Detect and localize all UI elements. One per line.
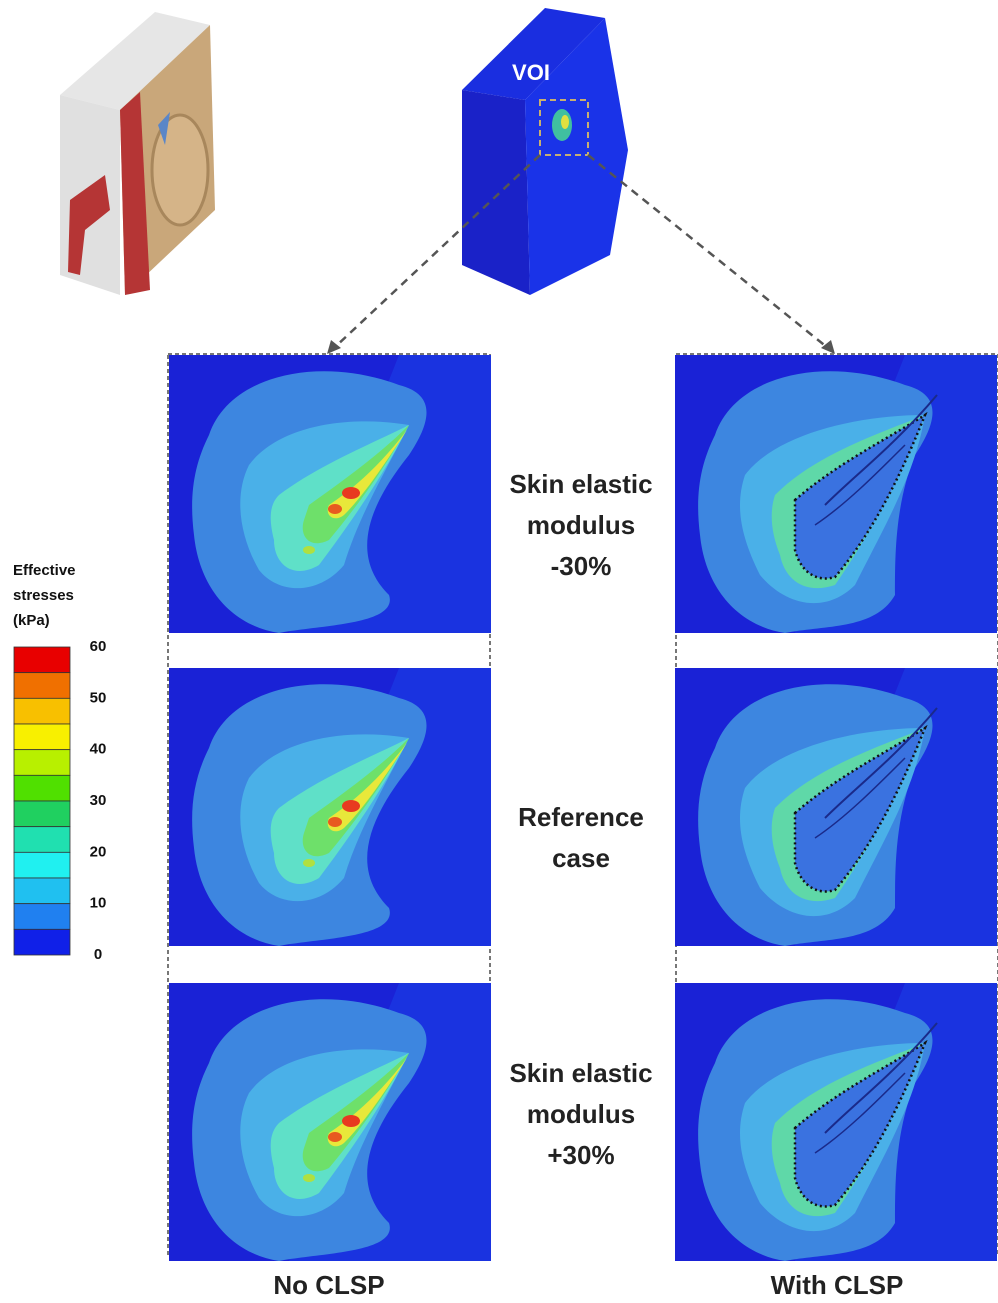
stress-map: [675, 355, 997, 633]
row-label: Skin elastic: [509, 1058, 652, 1088]
stress-map: [675, 668, 997, 946]
stress-map: [169, 355, 491, 633]
colorbar-band: [14, 673, 70, 699]
ear-model: [60, 12, 215, 295]
figure: VOI Skin elastic modulus -30% Reference …: [0, 0, 998, 1303]
colorbar-band: [14, 750, 70, 776]
row-label: -30%: [551, 551, 612, 581]
colorbar: 60 50 40 30 20 10 0: [14, 638, 106, 963]
colorbar-band: [14, 827, 70, 853]
stress-map: [675, 983, 997, 1261]
arrow-head: [821, 340, 835, 354]
legend-tick: 0: [94, 946, 102, 963]
legend-tick: 60: [90, 638, 107, 655]
arrow-head: [327, 340, 341, 354]
row-label: modulus: [527, 510, 635, 540]
colorbar-band: [14, 904, 70, 930]
voi-model: VOI: [462, 8, 628, 295]
row-label: Skin elastic: [509, 469, 652, 499]
legend-tick: 10: [90, 895, 107, 912]
row-label: +30%: [547, 1140, 614, 1170]
legend-tick: 40: [90, 741, 107, 758]
column-label: With CLSP: [771, 1270, 904, 1300]
colorbar-band: [14, 878, 70, 904]
colorbar-band: [14, 724, 70, 750]
row-label: Reference: [518, 802, 644, 832]
voi-label: VOI: [512, 60, 550, 85]
legend-title: stresses: [13, 587, 74, 604]
stress-map: [169, 983, 491, 1261]
colorbar-band: [14, 775, 70, 801]
legend-tick: 30: [90, 792, 107, 809]
colorbar-band: [14, 801, 70, 827]
colorbar-band: [14, 929, 70, 955]
legend-title: Effective: [13, 562, 76, 579]
colorbar-band: [14, 852, 70, 878]
legend-title: (kPa): [13, 612, 50, 629]
legend-tick: 20: [90, 843, 107, 860]
row-label: case: [552, 843, 610, 873]
legend-tick: 50: [90, 689, 107, 706]
colorbar-band: [14, 647, 70, 673]
stress-map: [169, 668, 491, 946]
column-label: No CLSP: [273, 1270, 384, 1300]
row-label: modulus: [527, 1099, 635, 1129]
colorbar-band: [14, 698, 70, 724]
